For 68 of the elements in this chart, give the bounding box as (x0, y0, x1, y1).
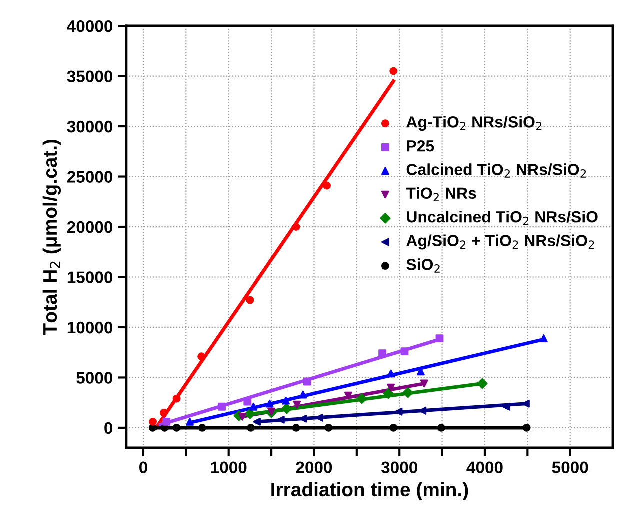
y-tick-label: 5000 (76, 372, 113, 384)
point (238, 412, 246, 421)
point (402, 387, 414, 398)
point (344, 392, 352, 400)
x-tick-label: 2000 (296, 462, 332, 474)
point (299, 390, 308, 399)
point (282, 404, 292, 414)
point (522, 424, 531, 432)
point (292, 223, 300, 231)
point (387, 384, 396, 392)
point (218, 402, 226, 411)
legend-label: P25 (407, 140, 434, 152)
point (282, 396, 290, 405)
y-tick-label: 35000 (67, 70, 113, 83)
x-tick-label: 5000 (552, 462, 588, 474)
point (420, 380, 428, 388)
point (436, 334, 444, 342)
y-tick-label: 40000 (67, 20, 113, 32)
point (303, 378, 312, 386)
point (268, 408, 276, 416)
point (477, 378, 488, 390)
point (400, 348, 409, 356)
x-tick-label: 0 (140, 462, 148, 474)
legend-label: Ag-TiO$_{2}$ NRs/SiO$_{2}$ (406, 116, 542, 132)
point (324, 424, 333, 432)
point (266, 400, 274, 408)
point (387, 370, 396, 378)
x-axis-title: Irradiation time (min.) (272, 482, 468, 500)
y-tick-label: 25000 (67, 171, 113, 183)
point (162, 418, 170, 426)
point (250, 402, 258, 411)
legend-label: Calcined TiO$_{2}$ NRs/SiO$_{2}$ (406, 164, 586, 178)
x-tick-label: 4000 (466, 462, 503, 474)
point (502, 402, 510, 411)
point (356, 394, 368, 404)
y-axis-title: Total H$_{2}$ (μmol/g.cat.) (42, 140, 62, 336)
point (394, 408, 403, 416)
point (292, 424, 300, 432)
point (198, 352, 206, 361)
legend-label: Uncalcined TiO$_{2}$ NRs/SiO (407, 211, 598, 226)
point (540, 334, 548, 342)
point (437, 424, 446, 432)
point (246, 296, 254, 304)
x-tick-label: 3000 (381, 462, 418, 474)
point (149, 418, 157, 426)
point (323, 182, 331, 190)
point (293, 400, 302, 409)
point (244, 398, 252, 406)
y-tick-label: 15000 (68, 272, 113, 284)
point (390, 67, 398, 76)
x-tick-label: 1000 (211, 462, 247, 474)
legend-label: Ag/SiO$_{2}$ + TiO$_{2}$ NRs/SiO$_{2}$ (406, 234, 594, 250)
legend-label: TiO$_{2}$ NRs (406, 187, 476, 202)
y-tick-label: 20000 (67, 221, 113, 234)
point (160, 408, 168, 417)
point (186, 418, 194, 426)
legend-label: SiO$_{2}$ (406, 258, 440, 273)
y-tick-label: 10000 (68, 322, 113, 334)
point (390, 424, 398, 432)
point (253, 418, 261, 426)
point (172, 424, 181, 432)
point (172, 394, 181, 403)
point (383, 388, 394, 400)
y-tick-label: 30000 (67, 120, 113, 133)
point (247, 424, 255, 432)
point (198, 424, 206, 432)
y-tick-label: 0 (104, 422, 113, 434)
point (244, 408, 256, 420)
